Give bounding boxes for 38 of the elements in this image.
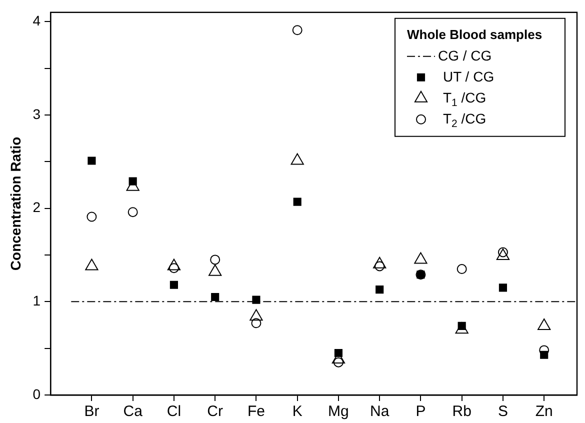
- legend-label: UT / CG: [443, 68, 494, 84]
- y-tick-label: 1: [32, 292, 41, 309]
- legend-label: CG / CG: [438, 47, 492, 64]
- y-tick-label: 2: [32, 199, 41, 216]
- point: [334, 348, 343, 358]
- y-axis-title: Concentration Ratio: [7, 136, 24, 271]
- x-tick-label: Zn: [535, 403, 553, 420]
- y-tick-label: 3: [32, 106, 41, 122]
- y-tick-label: 0: [32, 386, 41, 402]
- x-tick-label: Cl: [166, 403, 182, 420]
- point: [456, 264, 467, 274]
- point: [128, 207, 138, 218]
- x-tick-label: Na: [370, 403, 390, 420]
- x-tick-label: Ca: [123, 403, 144, 420]
- point: [210, 254, 220, 265]
- x-tick-label: Mg: [328, 403, 349, 420]
- point: [170, 280, 178, 289]
- point: [292, 25, 302, 36]
- x-tick-label: Cr: [207, 403, 224, 420]
- point: [251, 318, 262, 328]
- y-tick-label: 4: [32, 12, 41, 29]
- legend-title: Whole Blood samples: [407, 26, 542, 42]
- point: [498, 284, 508, 292]
- point: [293, 198, 302, 206]
- x-tick-label: S: [498, 403, 508, 420]
- point: [211, 292, 220, 302]
- point: [86, 212, 97, 222]
- point: [128, 177, 137, 186]
- point: [540, 350, 548, 359]
- point: [333, 357, 344, 368]
- point: [376, 286, 384, 294]
- point: [88, 156, 96, 165]
- x-tick-label: K: [292, 403, 302, 420]
- point: [252, 296, 260, 304]
- x-tick-label: P: [416, 403, 426, 420]
- x-tick-label: Br: [84, 403, 100, 420]
- x-tick-label: Rb: [452, 403, 472, 420]
- x-tick-label: Fe: [247, 403, 265, 420]
